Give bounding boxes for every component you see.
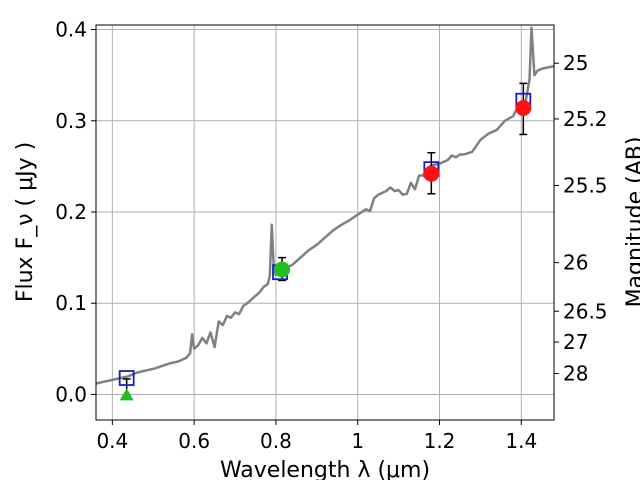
right-tick-label: 27 bbox=[563, 330, 588, 354]
observed-upper-limit-triangle bbox=[119, 388, 134, 401]
right-tick-label: 25 bbox=[563, 51, 588, 75]
x-tick-label: 0.6 bbox=[178, 429, 210, 453]
observed-flux-point bbox=[274, 261, 291, 278]
y-tick-label: 0.3 bbox=[55, 109, 87, 133]
observed-flux-point bbox=[515, 100, 532, 117]
right-tick-label: 26 bbox=[563, 251, 588, 275]
right-tick-label: 25.5 bbox=[563, 173, 608, 197]
right-axis-ticks: 25 25.2 25.5 26 26.5 27 28 bbox=[554, 51, 608, 386]
y-tick-label: 0.2 bbox=[55, 200, 87, 224]
right-tick-label: 25.2 bbox=[563, 107, 608, 131]
right-tick-label: 26.5 bbox=[563, 299, 608, 323]
error-bar-layer bbox=[122, 82, 528, 397]
right-tick-label: 28 bbox=[563, 362, 588, 386]
x-tick-label: 0.8 bbox=[260, 429, 292, 453]
marker-layer bbox=[118, 92, 532, 401]
x-tick-label: 1.4 bbox=[505, 429, 537, 453]
x-tick-label: 1.2 bbox=[424, 429, 456, 453]
y-axis-label: Flux F_ν ( μJy ) bbox=[13, 142, 38, 302]
model-photometry-square bbox=[118, 370, 135, 386]
x-tick-label: 0.4 bbox=[96, 429, 128, 453]
right-axis-label: Magnitude (AB) bbox=[623, 137, 640, 308]
y-tick-label: 0.4 bbox=[55, 18, 87, 42]
x-tick-label: 1 bbox=[351, 429, 364, 453]
x-axis-label: Wavelength λ (μm) bbox=[220, 458, 430, 480]
y-tick-label: 0.0 bbox=[55, 382, 87, 406]
y-tick-label: 0.1 bbox=[55, 291, 87, 315]
y-axis-ticks: 0.0 0.1 0.2 0.3 0.4 bbox=[55, 18, 96, 406]
grid-lines bbox=[96, 25, 554, 420]
spectrum-line bbox=[95, 26, 555, 385]
x-axis-ticks: 0.4 0.6 0.8 1 1.2 1.4 bbox=[96, 420, 537, 453]
spectrum-layer bbox=[95, 26, 555, 385]
observed-flux-point bbox=[423, 165, 440, 182]
plot-frame bbox=[95, 24, 555, 421]
